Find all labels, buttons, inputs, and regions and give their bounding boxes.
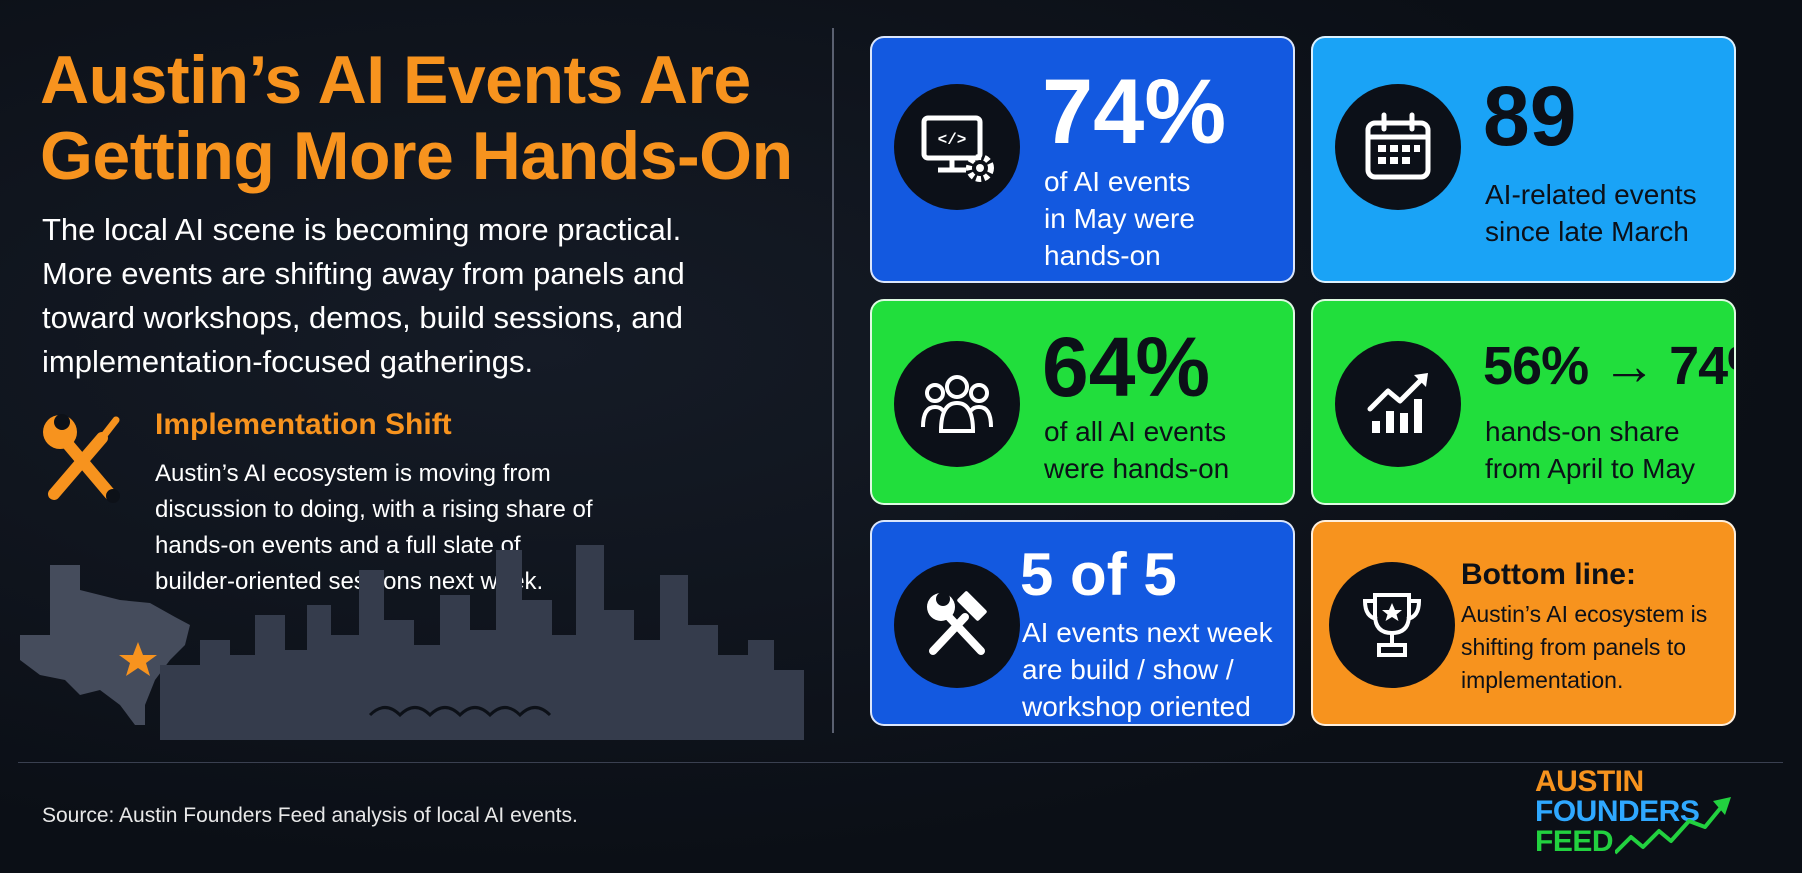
- stat-description: of all AI events were hands-on: [1044, 413, 1229, 487]
- stat-card-next-week: 5 of 5 AI events next week are build / s…: [870, 520, 1295, 726]
- desc-line: AI events next week: [1022, 617, 1273, 648]
- page-title: Austin’s AI Events Are Getting More Hand…: [40, 42, 820, 194]
- monitor-code-gear-icon: </>: [894, 84, 1020, 210]
- hammer-wrench-icon: [894, 562, 1020, 688]
- stat-card-share-trend: 56% → 74% hands-on share from April to M…: [1311, 299, 1736, 505]
- desc-line: are build / show /: [1022, 654, 1234, 685]
- people-group-icon: [894, 341, 1020, 467]
- logo-line-3: FEED: [1535, 825, 1614, 858]
- stat-value: 64%: [1042, 320, 1211, 414]
- vertical-divider: [832, 28, 834, 733]
- horizontal-divider: [18, 762, 1783, 763]
- stat-value: 5 of 5: [1020, 541, 1177, 608]
- stat-value: 56% → 74%: [1483, 336, 1734, 396]
- desc-line: of all AI events: [1044, 416, 1227, 447]
- desc-line: AI-related events: [1485, 179, 1697, 210]
- desc-line: implementation.: [1461, 667, 1624, 693]
- title-line-2: Getting More Hands-On: [40, 118, 793, 194]
- desc-line: hands-on share: [1485, 416, 1680, 447]
- wrench-screwdriver-icon: [43, 414, 120, 503]
- stat-card-hands-on-may: </> 74% of AI events in May were hands-o…: [870, 36, 1295, 283]
- trend-arrow-icon: [1615, 797, 1731, 855]
- bottom-line-title: Bottom line:: [1461, 558, 1636, 591]
- bottom-line-card: Bottom line: Austin’s AI ecosystem is sh…: [1311, 520, 1736, 726]
- desc-line: were hands-on: [1044, 453, 1230, 484]
- implementation-shift-body: Austin’s AI ecosystem is moving from dis…: [155, 460, 593, 595]
- austin-skyline-illustration: [20, 545, 804, 740]
- logo-line-1: AUSTIN: [1535, 765, 1644, 798]
- desc-line: workshop oriented: [1022, 691, 1251, 722]
- stat-card-hands-on-all: 64% of all AI events were hands-on: [870, 299, 1295, 505]
- logo-line-2: FOUNDERS: [1535, 795, 1700, 828]
- desc-line: in May were: [1044, 203, 1195, 234]
- stat-description: AI-related events since late March: [1485, 176, 1697, 250]
- desc-line: of AI events: [1044, 166, 1191, 197]
- stat-description: AI events next week are build / show / w…: [1022, 614, 1273, 724]
- source-note: Source: Austin Founders Feed analysis of…: [42, 804, 578, 827]
- svg-text:</>: </>: [938, 131, 967, 149]
- trend-up-chart-icon: [1335, 341, 1461, 467]
- desc-line: Austin’s AI ecosystem is: [1461, 601, 1708, 627]
- stat-card-event-count: 89 AI-related events since late March: [1311, 36, 1736, 283]
- stat-value: 74%: [1042, 61, 1227, 163]
- desc-line: shifting from panels to: [1461, 634, 1687, 660]
- bottom-line-text: Austin’s AI ecosystem is shifting from p…: [1461, 598, 1707, 697]
- desc-line: hands-on: [1044, 240, 1161, 271]
- desc-line: from April to May: [1485, 453, 1696, 484]
- stat-description: hands-on share from April to May: [1485, 413, 1695, 487]
- implementation-shift-title: Implementation Shift: [155, 408, 452, 441]
- austin-founders-feed-logo: AUSTIN FOUNDERS FEED: [1535, 765, 1735, 865]
- trophy-icon: [1329, 562, 1455, 688]
- stat-value: 89: [1483, 69, 1577, 163]
- intro-paragraph: The local AI scene is becoming more prac…: [42, 212, 685, 379]
- stat-description: of AI events in May were hands-on: [1044, 163, 1195, 274]
- desc-line: since late March: [1485, 216, 1689, 247]
- title-line-1: Austin’s AI Events Are: [40, 42, 751, 118]
- calendar-icon: [1335, 84, 1461, 210]
